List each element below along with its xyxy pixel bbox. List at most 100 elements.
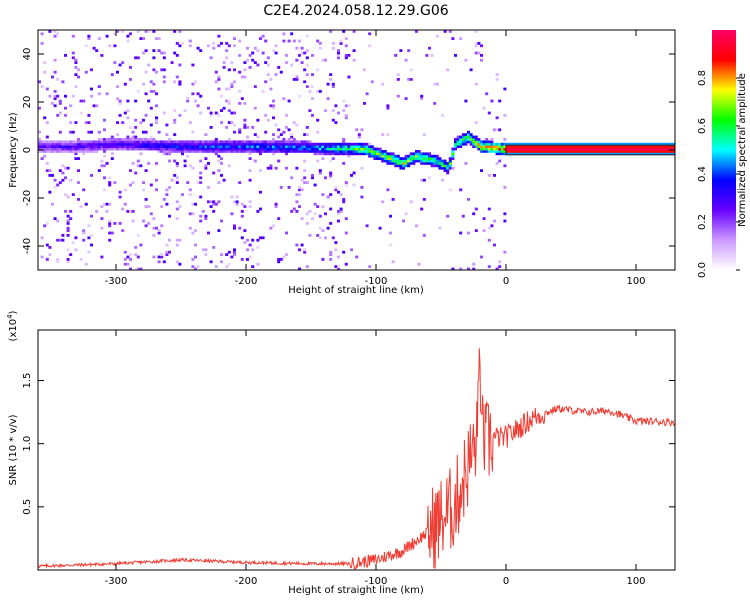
- spectrogram-cell: [370, 150, 374, 153]
- spectrogram-cell: [311, 114, 314, 117]
- spectrogram-cell: [498, 99, 502, 103]
- spectrogram-cell: [409, 162, 413, 165]
- spectrogram-cell: [542, 152, 546, 156]
- spectrogram-cell: [321, 157, 325, 160]
- spectrogram-cell: [220, 150, 223, 153]
- spectrogram-cell: [329, 258, 333, 261]
- spectrogram-cell: [165, 145, 169, 148]
- spectrogram-cell: [61, 238, 65, 242]
- spectrogram-cell: [651, 147, 655, 151]
- spectrogram-cell: [53, 145, 57, 148]
- spectrogram-cell: [90, 174, 93, 177]
- spectrogram-cell: [230, 255, 234, 259]
- spectrogram-cell: [238, 226, 242, 230]
- spectrogram-cell: [53, 58, 57, 62]
- spectrogram-cell: [108, 138, 112, 141]
- spectrogram-cell: [329, 159, 333, 163]
- spectrogram-cell: [604, 142, 608, 146]
- spectrogram-cell: [269, 145, 273, 148]
- colorbar-tick-label: 0.8: [697, 70, 708, 86]
- spectrogram-cell: [490, 147, 494, 151]
- spectrogram-cell: [108, 183, 112, 187]
- spectrogram-cell: [269, 226, 273, 230]
- spectrogram-cell: [126, 135, 130, 139]
- spectrogram-cell: [207, 150, 210, 153]
- spectrogram-cell: [56, 147, 60, 151]
- spectrogram-cell: [539, 145, 543, 148]
- spectrogram-cell: [641, 147, 645, 151]
- spectrogram-cell: [214, 150, 218, 153]
- spectrogram-cell: [191, 265, 195, 268]
- spectrogram-cell: [443, 159, 447, 163]
- spectrogram-cell: [451, 166, 455, 170]
- spectrogram-cell: [251, 58, 255, 62]
- spectrogram-cell: [214, 111, 218, 115]
- spectrogram-cell: [282, 138, 286, 141]
- spectrogram-cell: [636, 147, 639, 151]
- spectrogram-cell: [308, 234, 312, 237]
- spectrogram-cell: [173, 133, 177, 136]
- spectrogram-cell: [560, 150, 564, 153]
- spectrogram-cell: [339, 42, 343, 45]
- spectrogram-cell: [251, 51, 255, 55]
- spectrogram-cell: [480, 145, 483, 148]
- spectrogram-cell: [461, 138, 465, 141]
- spectrogram-cell: [113, 181, 117, 184]
- spectrogram-cell: [45, 162, 49, 165]
- spectrogram-cell: [238, 142, 242, 146]
- spectrogram-cell: [454, 145, 457, 148]
- spectrogram-cell: [350, 248, 353, 252]
- spectrogram-cell: [487, 226, 491, 230]
- spectrogram-cell: [71, 94, 75, 98]
- spectrogram-cell: [498, 260, 502, 264]
- snr-x-tick-label: 100: [626, 576, 645, 587]
- spectrogram-cell: [417, 157, 421, 160]
- spectrogram-cell: [285, 142, 288, 146]
- spectrogram-cell: [259, 140, 262, 144]
- spectrogram-cell: [243, 102, 247, 105]
- spectrogram-cell: [227, 109, 231, 112]
- spectrogram-cell: [433, 159, 437, 163]
- spectrogram-cell: [246, 140, 249, 144]
- spectrogram-cell: [77, 75, 80, 79]
- spectrogram-cell: [168, 159, 171, 163]
- spectrogram-cell: [217, 154, 221, 158]
- spectrogram-cell: [144, 70, 148, 74]
- spectrogram-cell: [376, 152, 379, 156]
- spectrogram-cell: [295, 123, 299, 127]
- spectrogram-cell: [472, 138, 476, 141]
- spectrogram-cell: [555, 147, 559, 151]
- spectrogram-cell: [134, 99, 138, 103]
- spectrogram-cell: [519, 152, 522, 156]
- spectrogram-cell: [318, 169, 322, 172]
- spectrogram-cell: [240, 147, 244, 151]
- spectrogram-cell: [100, 255, 104, 259]
- spectrogram-cell: [51, 75, 54, 79]
- spectrogram-cell: [238, 130, 242, 134]
- spectrogram-cell: [246, 126, 249, 129]
- spectrogram-cell: [396, 164, 400, 168]
- spectrogram-cell: [511, 145, 515, 148]
- spectrogram-cell: [396, 94, 400, 98]
- spectrogram-cell: [173, 121, 177, 124]
- spectrogram-cell: [248, 200, 252, 204]
- spectrogram-cell: [103, 188, 106, 192]
- spectrogram-cell: [615, 152, 619, 156]
- spectrogram-cell: [90, 140, 93, 144]
- spectrogram-cell: [61, 164, 65, 168]
- spectrogram-cell: [100, 145, 104, 148]
- spectrogram-cell: [64, 114, 67, 117]
- spectrogram-cell: [131, 147, 135, 151]
- spectrogram-cell: [199, 49, 203, 52]
- spectrogram-cell: [630, 142, 634, 146]
- spectrogram-cell: [277, 217, 281, 220]
- spectrogram-cell: [415, 152, 418, 156]
- spectrogram-cell: [298, 150, 301, 153]
- spectrogram-cell: [331, 150, 335, 153]
- spectrogram-cell: [136, 142, 140, 146]
- spectrogram-cell: [409, 152, 413, 156]
- spectrogram-cell: [43, 145, 47, 148]
- spectrogram-cell: [298, 39, 301, 43]
- spectrogram-cell: [157, 145, 161, 148]
- spectrogram-cell: [394, 164, 398, 168]
